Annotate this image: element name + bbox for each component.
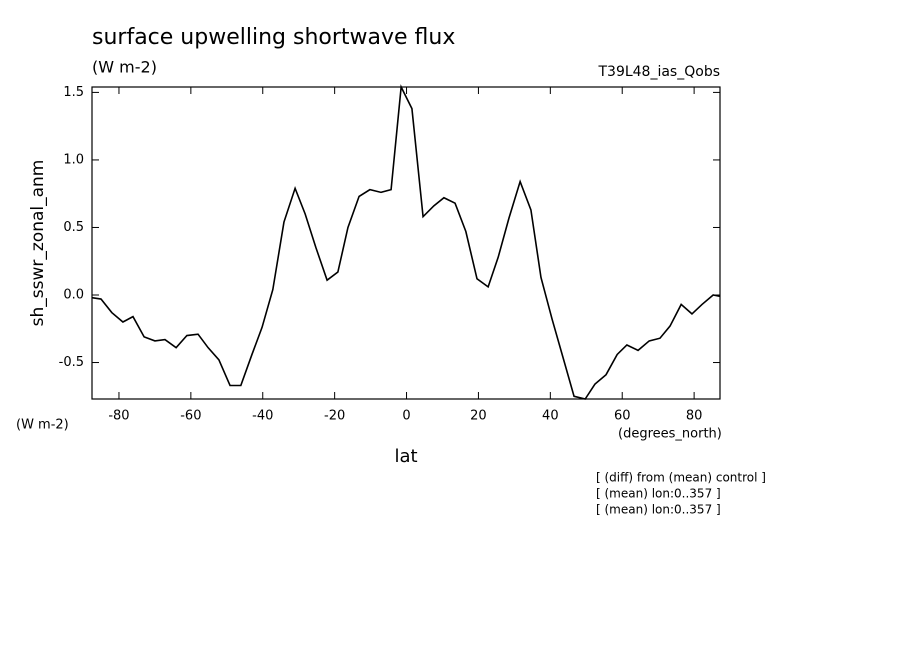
- x-tick-label: -60: [180, 409, 201, 424]
- x-tick-label: -20: [324, 409, 345, 424]
- y-tick-label: 1.5: [63, 85, 84, 100]
- x-tick-label: 80: [686, 409, 703, 424]
- y-axis-units: (W m-2): [16, 418, 69, 433]
- note: [ (mean) lon:0..357 ]: [596, 503, 721, 517]
- x-axis-units: (degrees_north): [618, 427, 722, 442]
- x-tick-label: -40: [252, 409, 273, 424]
- chart-title: surface upwelling shortwave flux: [92, 25, 455, 50]
- x-tick-label: -80: [108, 409, 129, 424]
- x-tick-label: 60: [614, 409, 631, 424]
- note: [ (diff) from (mean) control ]: [596, 471, 766, 485]
- plot-frame: [91, 86, 721, 400]
- data-line: [91, 84, 721, 400]
- x-tick-label: 20: [470, 409, 487, 424]
- y-tick-label: 1.0: [63, 152, 84, 167]
- run-label: T39L48_ias_Qobs: [597, 64, 720, 80]
- x-tick-label: 0: [402, 409, 410, 424]
- y-tick-label: -0.5: [59, 355, 84, 370]
- y-tick-label: 0.5: [63, 220, 84, 235]
- chart-subtitle: (W m-2): [92, 58, 157, 77]
- note: [ (mean) lon:0..357 ]: [596, 487, 721, 501]
- x-axis-label: lat: [394, 446, 417, 467]
- y-axis-label: sh_sswr_zonal_anm: [28, 160, 48, 327]
- x-tick-label: 40: [542, 409, 559, 424]
- y-tick-label: 0.0: [63, 288, 84, 303]
